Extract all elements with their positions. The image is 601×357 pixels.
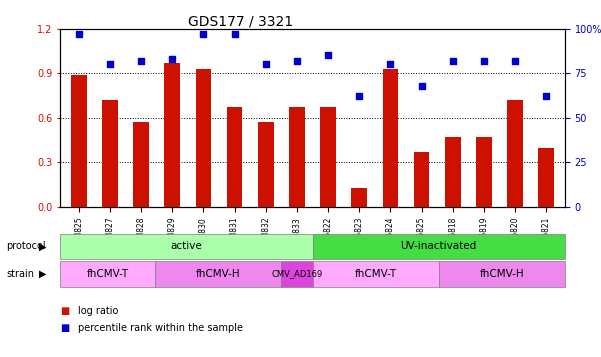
Bar	[383, 69, 398, 207]
Point	[168, 56, 177, 62]
Text: ▶: ▶	[39, 269, 46, 279]
Text: ▶: ▶	[39, 241, 46, 251]
Point	[230, 31, 239, 37]
Bar	[507, 100, 523, 207]
Point	[542, 94, 551, 99]
Point	[479, 58, 489, 64]
Text: ■: ■	[60, 323, 69, 333]
Text: CMV_AD169: CMV_AD169	[271, 270, 322, 278]
Text: percentile rank within the sample: percentile rank within the sample	[78, 323, 243, 333]
Bar	[414, 152, 429, 207]
Text: GDS177 / 3321: GDS177 / 3321	[188, 14, 293, 28]
Bar	[320, 107, 336, 207]
Point	[510, 58, 520, 64]
Bar	[196, 69, 211, 207]
Point	[261, 61, 270, 67]
Bar	[71, 75, 87, 207]
Bar	[289, 107, 305, 207]
Bar	[133, 122, 149, 207]
Point	[416, 83, 426, 89]
Point	[355, 94, 364, 99]
Text: active: active	[171, 241, 202, 251]
Bar	[227, 107, 242, 207]
Bar	[352, 188, 367, 207]
Text: fhCMV-H: fhCMV-H	[480, 269, 524, 279]
Bar	[445, 137, 460, 207]
Point	[105, 61, 115, 67]
Point	[136, 58, 146, 64]
Point	[74, 31, 84, 37]
Bar	[538, 147, 554, 207]
Bar	[258, 122, 273, 207]
Text: UV-inactivated: UV-inactivated	[401, 241, 477, 251]
Bar	[102, 100, 118, 207]
Text: strain: strain	[6, 269, 34, 279]
Point	[448, 58, 457, 64]
Text: ■: ■	[60, 306, 69, 316]
Point	[199, 31, 209, 37]
Text: protocol: protocol	[6, 241, 46, 251]
Bar	[476, 137, 492, 207]
Point	[292, 58, 302, 64]
Text: fhCMV-T: fhCMV-T	[87, 269, 129, 279]
Point	[386, 61, 395, 67]
Point	[323, 52, 333, 58]
Bar	[165, 63, 180, 207]
Text: fhCMV-H: fhCMV-H	[195, 269, 240, 279]
Text: fhCMV-T: fhCMV-T	[355, 269, 397, 279]
Text: log ratio: log ratio	[78, 306, 118, 316]
